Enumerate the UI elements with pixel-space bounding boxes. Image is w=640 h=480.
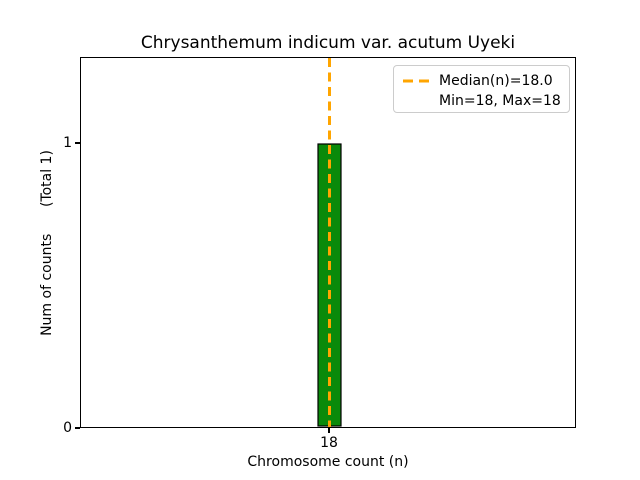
yaxis-label: Num of counts (Total 1) [39,150,55,336]
xaxis-label: Chromosome count (n) [247,454,409,470]
legend-row-minmax: Min=18, Max=18 [403,91,561,111]
legend: Median(n)=18.0 Min=18, Max=18 [393,65,570,113]
legend-median-dash-icon [403,79,430,83]
xtick-label-18: 18 [320,435,338,451]
legend-minmax-label: Min=18, Max=18 [439,93,561,109]
ytick-mark-0 [75,427,80,429]
ytick-label-0: 0 [63,420,72,436]
ytick-mark-1 [75,142,80,144]
plot-area [80,57,576,428]
legend-row-median: Median(n)=18.0 [403,71,561,91]
chart-title: Chrysanthemum indicum var. acutum Uyeki [140,33,516,53]
xtick-mark-18 [328,428,330,433]
legend-median-label: Median(n)=18.0 [439,73,553,89]
plot-canvas [317,58,342,427]
ytick-label-1: 1 [63,135,72,151]
